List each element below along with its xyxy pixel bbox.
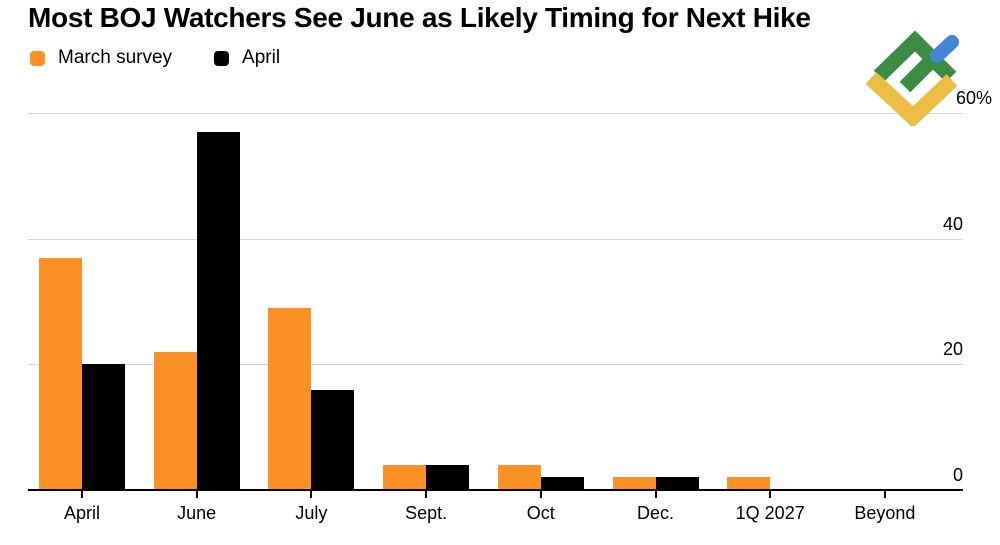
gridline-40 <box>28 238 963 240</box>
x-tick-7 <box>883 491 886 498</box>
bar-march-survey-dec <box>612 477 656 490</box>
chart-legend: March survey April <box>30 47 280 69</box>
x-tick-2 <box>310 491 313 498</box>
bar-april-sept <box>426 464 470 490</box>
x-axis-label-april: April <box>63 503 100 523</box>
legend-swatch-march-survey <box>30 50 45 66</box>
bar-march-survey-sept <box>383 464 427 490</box>
x-tick-1 <box>195 491 198 498</box>
x-axis-label-beyond: Beyond <box>854 503 916 523</box>
x-axis-label-june: June <box>177 503 217 523</box>
logo-yellow-check-icon <box>865 72 958 126</box>
y-axis-label-40: 40 <box>942 213 963 234</box>
x-axis-label-oct: Oct <box>526 503 555 523</box>
x-tick-0 <box>81 491 83 498</box>
bar-april-oct <box>540 477 584 490</box>
x-axis-label-july: July <box>295 503 328 523</box>
x-tick-5 <box>654 491 657 498</box>
logo-blue-tip-icon <box>930 35 959 63</box>
bar-march-survey-june <box>153 351 197 490</box>
bar-march-survey-april <box>39 257 82 490</box>
bar-march-survey-oct <box>497 464 541 490</box>
legend-item-march-survey: March survey <box>30 47 172 69</box>
x-axis-label-1q2027: 1Q 2027 <box>735 503 805 523</box>
bar-march-survey-july <box>268 307 312 490</box>
x-axis-label-dec: Dec. <box>636 503 674 523</box>
gridline-60 <box>28 113 963 114</box>
y-axis-label-20: 20 <box>942 339 963 360</box>
logo-green-chevron-icon <box>873 30 957 83</box>
litefinance-logo-watermark <box>865 30 959 126</box>
legend-label-march-survey: March survey <box>58 47 173 68</box>
x-tick-3 <box>425 491 428 498</box>
x-tick-6 <box>769 491 772 498</box>
gridline-20 <box>28 364 963 366</box>
legend-label-april: April <box>242 47 281 68</box>
y-axis-label-60: 60% <box>955 88 992 108</box>
x-tick-4 <box>539 491 542 498</box>
y-axis-label-0: 0 <box>952 465 963 485</box>
x-axis-baseline <box>28 489 963 491</box>
bar-april-june <box>196 131 240 490</box>
logo-green-inner-stroke-icon <box>899 53 939 93</box>
bar-march-survey-1q2027 <box>727 477 771 490</box>
legend-item-april: April <box>214 47 280 69</box>
bar-april-dec <box>655 477 699 490</box>
bar-april-july <box>311 389 355 490</box>
x-axis-label-sept: Sept. <box>405 503 448 523</box>
chart-title: Most BOJ Watchers See June as Likely Tim… <box>28 2 811 33</box>
legend-swatch-april <box>214 50 230 66</box>
bar-april-april <box>82 364 125 490</box>
